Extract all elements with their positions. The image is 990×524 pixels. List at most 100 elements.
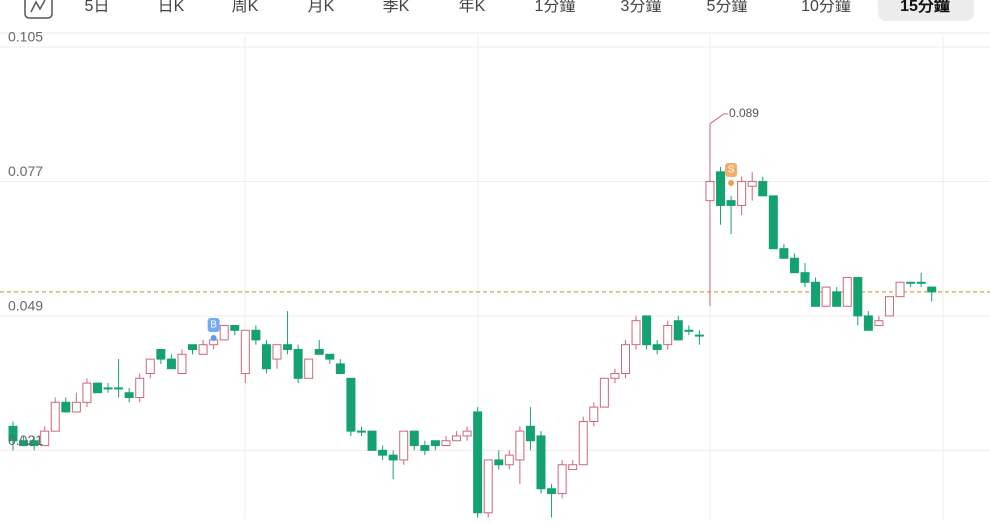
icon-glyph — [30, 0, 46, 13]
tab[interactable]: 季K — [383, 0, 410, 15]
candle-body — [504, 454, 514, 466]
candle-body — [8, 425, 18, 442]
candle-body — [832, 291, 842, 307]
candle-body — [758, 180, 768, 197]
candle-body — [589, 406, 599, 423]
candle-body — [821, 286, 831, 307]
tab[interactable]: 10分鐘 — [801, 0, 851, 15]
tab[interactable]: 5日 — [85, 0, 110, 15]
candle-body — [568, 464, 578, 471]
tab[interactable]: 5分鐘 — [707, 0, 748, 15]
candle-body — [71, 401, 81, 413]
candle-body — [378, 449, 388, 456]
candle-body — [599, 377, 609, 408]
candle-body — [198, 344, 208, 355]
tab[interactable]: 3分鐘 — [621, 0, 662, 15]
candle-body — [325, 353, 335, 360]
candle-body — [356, 430, 366, 433]
trade-marker-dot — [728, 180, 735, 186]
candle-body — [684, 329, 694, 332]
candle-body — [335, 363, 345, 375]
candle-body — [525, 425, 535, 442]
chart-type-icon[interactable] — [24, 0, 53, 19]
candle-body — [779, 248, 789, 259]
candle-body — [853, 276, 863, 317]
candle-body — [103, 387, 113, 390]
candle-body — [272, 344, 282, 360]
candle-body — [631, 320, 641, 346]
tab[interactable]: 月K — [308, 0, 335, 15]
candle-body — [114, 387, 124, 390]
candle-body — [50, 401, 60, 432]
trade-marker-label: B — [210, 320, 217, 331]
max-label: 0.089 — [729, 106, 759, 120]
candle-body — [473, 411, 483, 514]
candle-body — [916, 281, 926, 284]
trade-marker-label: S — [728, 165, 735, 176]
candle-body — [409, 430, 419, 447]
candle-body — [536, 435, 546, 490]
candle-body — [462, 430, 472, 437]
candle-body — [642, 315, 652, 346]
candle-body — [82, 382, 92, 403]
candle-body — [230, 324, 240, 331]
candle-body — [19, 440, 29, 447]
candle-body — [726, 200, 736, 206]
candle-body — [430, 440, 440, 447]
candle-body — [663, 324, 673, 346]
trade-marker — [725, 163, 738, 177]
candle-body — [346, 377, 356, 432]
candle-body — [694, 334, 704, 337]
candle-body — [927, 286, 937, 293]
candle-body — [367, 430, 377, 451]
trade-marker-dot — [210, 335, 217, 341]
y-tick-label: 0.049 — [8, 298, 43, 314]
tab[interactable]: 1分鐘 — [535, 0, 576, 15]
candle-body — [811, 281, 821, 307]
candle-body — [293, 349, 303, 379]
candle-body — [737, 180, 747, 206]
candle-body — [768, 195, 778, 250]
candle-body — [261, 344, 271, 370]
candle-body — [452, 435, 462, 442]
candle-body — [166, 358, 176, 370]
candle-body — [177, 353, 187, 375]
candle-body — [557, 464, 567, 495]
y-tick-label: 0.021 — [8, 432, 43, 448]
candle-body — [673, 320, 683, 341]
selected-tab-bg — [878, 0, 974, 21]
candle-body — [314, 349, 324, 355]
candle-body — [420, 445, 430, 451]
candle-body — [716, 171, 726, 206]
y-tick-label: 0.077 — [8, 163, 43, 179]
candle-body — [251, 329, 261, 341]
candle-body — [789, 257, 799, 274]
candle-body — [800, 272, 810, 283]
candle-body — [895, 281, 905, 298]
y-tick-label: 0.105 — [8, 29, 43, 45]
candle-body — [61, 401, 71, 413]
candle-body — [188, 344, 198, 351]
tab[interactable]: 年K — [459, 0, 486, 15]
candle-body — [219, 324, 229, 341]
tab[interactable]: 日K — [158, 0, 185, 15]
candle-body — [240, 329, 250, 375]
candle-body — [620, 344, 630, 375]
candle-body — [156, 349, 166, 360]
candle-body — [547, 488, 557, 495]
candle-body — [399, 430, 409, 461]
candle-body — [652, 344, 662, 351]
candle-body — [40, 430, 50, 447]
candle-body — [388, 454, 398, 461]
candle-body — [92, 382, 102, 394]
candle-body — [747, 180, 757, 187]
candle-body — [483, 459, 493, 514]
candle-body — [842, 276, 852, 307]
tab[interactable]: 周K — [232, 0, 259, 15]
candle-body — [135, 377, 145, 399]
candle-body — [304, 358, 314, 379]
candle-body — [145, 358, 155, 375]
candle-body — [441, 440, 451, 447]
tab[interactable]: 15分鐘 — [900, 0, 950, 15]
